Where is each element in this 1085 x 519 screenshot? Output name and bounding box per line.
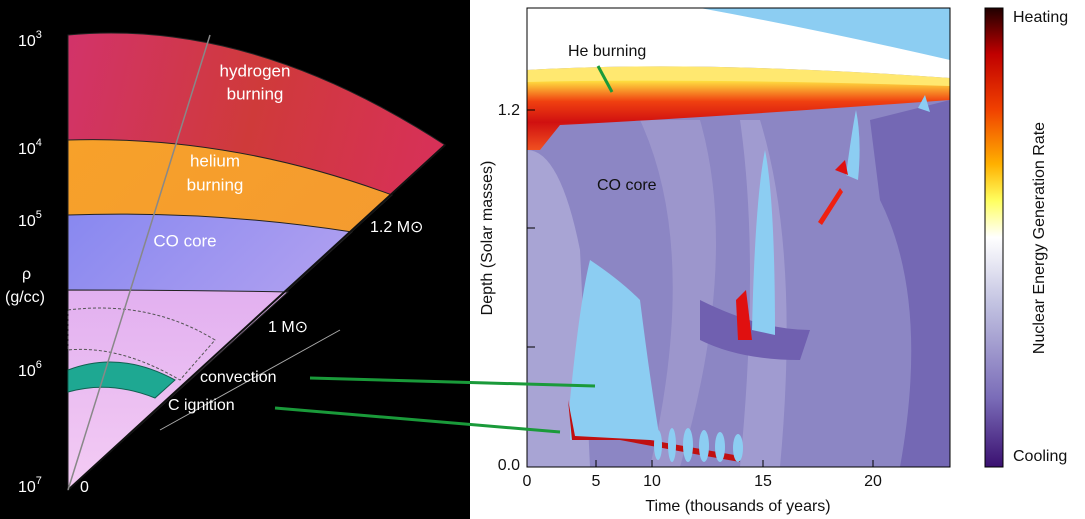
colorbar-top: Heating (1013, 9, 1068, 26)
density-tick-label: 104 (18, 137, 42, 158)
y-tick-label: 0.0 (498, 457, 520, 474)
star-fan (67, 32, 446, 492)
core-label: CO core (153, 231, 216, 250)
x-tick-label: 0 (523, 473, 532, 490)
density-tick-label: 105 (18, 209, 42, 230)
origin-label: 0 (80, 479, 89, 496)
rho-symbol: ρ (22, 266, 31, 283)
hydrogen-label: burning (227, 84, 284, 103)
he-burning-label: He burning (568, 43, 646, 60)
density-tick-label: 106 (18, 359, 42, 380)
tick-exponent: 5 (36, 209, 42, 221)
colorbar-bottom: Cooling (1013, 448, 1067, 465)
helium-label: burning (187, 175, 244, 194)
colorbar (984, 7, 1004, 468)
tick-exponent: 4 (36, 137, 42, 149)
tick-base: 10 (18, 33, 36, 50)
tick-base: 10 (18, 141, 36, 158)
convection-label: convection (200, 369, 277, 386)
x-tick-label: 20 (864, 473, 882, 490)
mass-label: 1 M⊙ (268, 319, 308, 336)
tick-base: 10 (18, 213, 36, 230)
y-tick-label: 1.2 (498, 102, 520, 119)
density-tick-label: 103 (18, 29, 42, 50)
tick-base: 10 (18, 363, 36, 380)
contour-plot (526, 7, 951, 468)
colorbar-label: Nuclear Energy Generation Rate (1031, 122, 1048, 354)
x-tick-label: 15 (754, 473, 772, 490)
tick-base: 10 (18, 479, 36, 496)
ignition-label: C ignition (168, 397, 235, 414)
tick-exponent: 3 (36, 29, 42, 41)
helium-label: helium (190, 151, 240, 170)
x-tick-label: 5 (592, 473, 601, 490)
rho-unit: (g/cc) (5, 289, 45, 306)
axis-ticks (527, 109, 874, 467)
mass-label: 1.2 M⊙ (370, 219, 423, 236)
tick-exponent: 7 (36, 475, 42, 487)
callout-lines (274, 65, 614, 434)
x-axis-label: Time (thousands of years) (645, 498, 830, 515)
x-tick-label: 10 (643, 473, 661, 490)
density-tick-label: 107 (18, 475, 42, 496)
co-core-label: CO core (597, 177, 657, 194)
hydrogen-label: hydrogen (220, 61, 291, 80)
y-axis-label: Depth (Solar masses) (479, 161, 496, 316)
tick-exponent: 6 (36, 359, 42, 371)
